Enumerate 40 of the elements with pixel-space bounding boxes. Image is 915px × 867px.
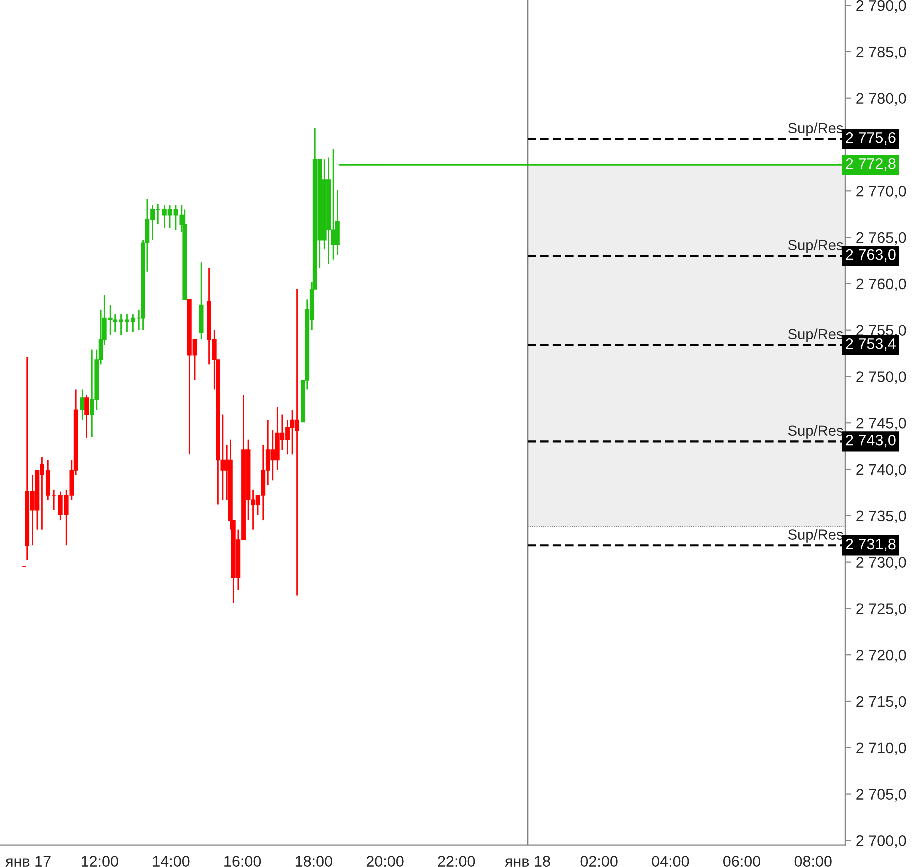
- y-tick-label: 2 780,0: [856, 93, 906, 106]
- annotation: 2 743,0: [846, 434, 896, 448]
- annotation: 2 763,0: [846, 249, 896, 262]
- x-tick-label: 06:00: [723, 856, 761, 867]
- y-tick-label: 2 735,0: [856, 510, 906, 524]
- x-tick-label: 22:00: [438, 856, 476, 867]
- y-tick-label: 2 765,0: [856, 232, 906, 246]
- y-tick-label: 2 785,0: [856, 46, 906, 60]
- x-tick-label: 18:00: [296, 856, 332, 867]
- x-tick-label: янв 17: [6, 856, 51, 867]
- y-tick-label: 2 760,0: [856, 278, 906, 292]
- annotation: 2 753,4: [846, 338, 896, 352]
- y-tick-label: 2 750,0: [856, 372, 906, 384]
- y-tick-label: 2 705,0: [856, 789, 906, 802]
- ref-line-label: Sup/Res: [788, 122, 844, 136]
- y-tick-label: 2 720,0: [856, 650, 906, 663]
- x-tick-label: 08:00: [794, 856, 832, 867]
- x-tick-label: 02:00: [580, 856, 618, 867]
- ref-line-label: Sup/Res: [788, 328, 844, 342]
- x-tick-label: 14:00: [153, 856, 190, 867]
- y-tick-label: 2 770,0: [856, 186, 906, 199]
- y-tick-label: 2 790,0: [856, 0, 906, 14]
- annotation: 2 772,8: [846, 158, 896, 172]
- y-tick-label: 2 700,0: [856, 836, 906, 848]
- x-tick-label: 20:00: [366, 856, 404, 867]
- x-tick-label: 12:00: [82, 856, 118, 867]
- ref-line-label: Sup/Res: [788, 240, 844, 254]
- y-tick-label: 2 740,0: [856, 464, 906, 478]
- annotation: 2 775,6: [846, 132, 896, 146]
- y-tick-label: 2 715,0: [856, 696, 906, 709]
- y-tick-label: 2 730,0: [856, 557, 906, 570]
- y-tick-label: 2 745,0: [856, 418, 906, 431]
- x-tick-label: 16:00: [224, 856, 262, 867]
- y-tick-label: 2 710,0: [856, 742, 906, 756]
- x-tick-label: 04:00: [652, 856, 690, 867]
- ref-line-label: Sup/Res: [788, 425, 844, 439]
- x-tick-label: янв 18: [505, 856, 550, 867]
- annotation: 2 731,8: [846, 538, 896, 552]
- y-tick-label: 2 725,0: [856, 604, 906, 616]
- ref-line-label: Sup/Res: [788, 529, 844, 543]
